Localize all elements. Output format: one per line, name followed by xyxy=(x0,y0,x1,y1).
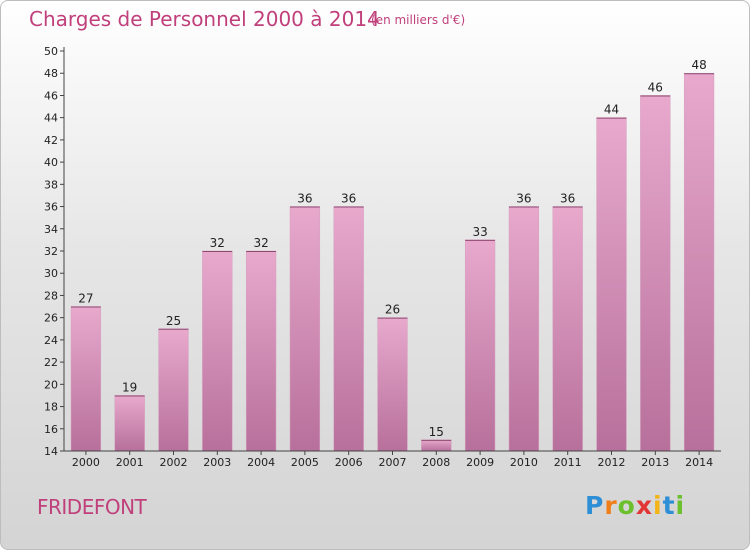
y-tick-label: 26 xyxy=(44,312,58,325)
logo-letter: P xyxy=(585,491,605,520)
bar-value-label: 44 xyxy=(604,103,619,117)
y-tick-label: 44 xyxy=(44,112,58,125)
bar-value-label: 48 xyxy=(691,58,706,72)
y-axis: 14 16 18 20 22 24 26 28 30 32 34 36 38 40 42 44 46 48 50 xyxy=(44,45,65,458)
y-tick-label: 40 xyxy=(44,156,58,169)
bar-2013 xyxy=(640,95,671,452)
y-tick-label: 34 xyxy=(44,223,58,236)
bar-2001 xyxy=(114,395,145,452)
y-tick-label: 46 xyxy=(44,89,58,102)
bar-2000 xyxy=(70,306,102,452)
bar-2009 xyxy=(464,239,496,452)
x-tick-label: 2012 xyxy=(598,456,626,469)
y-tick-label: 30 xyxy=(44,267,58,280)
logo-letter: t xyxy=(662,491,676,520)
logo-letter: o xyxy=(617,491,636,520)
x-tick-label: 2003 xyxy=(203,456,231,469)
y-tick-label: 14 xyxy=(44,445,58,458)
y-tick-label: 50 xyxy=(44,45,58,58)
x-tick-label: 2010 xyxy=(510,456,538,469)
bar-value-label: 33 xyxy=(472,225,487,239)
x-tick-label: 2006 xyxy=(335,456,363,469)
chart-subtitle: (en milliers d'€) xyxy=(371,13,466,27)
bar-2006 xyxy=(333,206,364,452)
bar-value-label: 27 xyxy=(78,292,93,306)
logo-letter: x xyxy=(635,491,653,520)
x-tick-label: 2009 xyxy=(466,456,494,469)
y-tick-label: 24 xyxy=(44,334,58,347)
x-tick-label: 2004 xyxy=(247,456,275,469)
bar-value-label: 19 xyxy=(122,380,137,394)
x-axis: 2000 2001 2002 2003 2004 2005 2006 2007 2008 2009… xyxy=(64,450,721,469)
y-tick-label: 36 xyxy=(44,201,58,214)
bar-2005 xyxy=(289,206,321,452)
bar-value-label: 36 xyxy=(341,192,356,206)
x-tick-label: 2005 xyxy=(291,456,319,469)
bar-2011 xyxy=(552,206,583,452)
bar-2003 xyxy=(202,250,233,452)
bar-2008 xyxy=(421,439,452,452)
bar-value-label: 32 xyxy=(253,236,268,250)
bar-2012 xyxy=(596,117,627,452)
bar-2004 xyxy=(245,250,277,452)
bar-value-label: 25 xyxy=(166,314,181,328)
bar-2002 xyxy=(158,328,189,452)
bar-value-label: 26 xyxy=(385,303,400,317)
y-tick-label: 32 xyxy=(44,245,58,258)
x-tick-label: 2014 xyxy=(685,456,713,469)
x-tick-label: 2001 xyxy=(116,456,144,469)
x-tick-label: 2008 xyxy=(422,456,450,469)
x-tick-label: 2013 xyxy=(641,456,669,469)
commune-name: FRIDEFONT xyxy=(37,495,147,519)
bar-2007 xyxy=(377,317,408,452)
logo-letter: i xyxy=(675,491,686,520)
y-tick-label: 22 xyxy=(44,356,58,369)
x-tick-label: 2011 xyxy=(554,456,582,469)
bar-value-label: 36 xyxy=(516,192,531,206)
proxiti-logo: Proxiti xyxy=(585,491,685,520)
x-tick-label: 2000 xyxy=(72,456,100,469)
y-tick-label: 18 xyxy=(44,401,58,414)
logo-letter: r xyxy=(604,491,618,520)
x-tick-label: 2007 xyxy=(379,456,407,469)
logo-letter: i xyxy=(653,491,663,520)
bars-group: 27 19 25 32 32 36 36 26 15 33 36 36 44 46 48 xyxy=(70,58,715,452)
y-tick-label: 28 xyxy=(44,289,58,302)
y-tick-label: 48 xyxy=(44,67,58,80)
y-tick-label: 20 xyxy=(44,378,58,391)
bar-value-label: 46 xyxy=(648,80,663,94)
bar-2014 xyxy=(683,72,715,452)
chart-title: Charges de Personnel 2000 à 2014 xyxy=(29,7,380,31)
y-tick-label: 38 xyxy=(44,178,58,191)
bar-value-label: 36 xyxy=(297,192,312,206)
x-tick-label: 2002 xyxy=(160,456,188,469)
bar-value-label: 36 xyxy=(560,192,575,206)
y-tick-label: 42 xyxy=(44,134,58,147)
bar-value-label: 32 xyxy=(210,236,225,250)
y-tick-label: 16 xyxy=(44,423,58,436)
bar-2010 xyxy=(508,206,540,452)
bar-value-label: 15 xyxy=(429,425,444,439)
